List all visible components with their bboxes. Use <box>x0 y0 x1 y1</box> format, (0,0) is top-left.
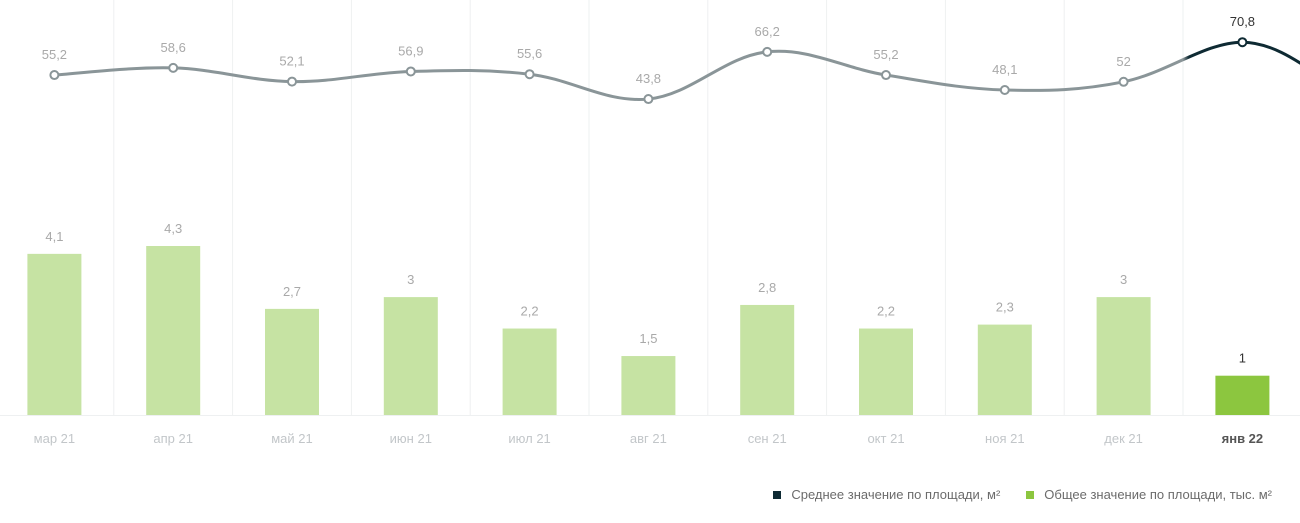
bar-value-label: 1,5 <box>639 331 657 346</box>
legend-label-total: Общее значение по площади, тыс. м² <box>1044 487 1272 502</box>
line-point <box>168 62 179 73</box>
bar-value-label: 2,3 <box>996 300 1014 315</box>
bar <box>146 246 201 415</box>
x-tick-label: авг 21 <box>630 431 667 446</box>
bar <box>1215 375 1270 415</box>
legend-swatch-total <box>1026 490 1035 499</box>
line-series-average-highlight <box>1123 40 1300 84</box>
bar-value-label: 4,3 <box>164 221 182 236</box>
bar-value-label: 3 <box>1120 272 1127 287</box>
x-tick-label: дек 21 <box>1104 431 1143 446</box>
line-value-label: 43,8 <box>636 71 661 86</box>
legend-item-total[interactable]: Общее значение по площади, тыс. м² <box>1026 487 1272 502</box>
bar <box>1096 297 1151 415</box>
bar-value-label: 2,7 <box>283 284 301 299</box>
x-tick-label: май 21 <box>271 431 313 446</box>
line-value-label: 66,2 <box>755 24 780 39</box>
line-value-label: 55,2 <box>873 47 898 62</box>
line-value-label: 52,1 <box>279 54 304 69</box>
bar-value-label: 4,1 <box>45 229 63 244</box>
x-tick-label: окт 21 <box>867 431 904 446</box>
line-value-label: 55,2 <box>42 47 67 62</box>
line-point <box>762 46 773 57</box>
legend-swatch-average <box>773 490 782 499</box>
bar <box>977 324 1032 415</box>
x-tick-label: мар 21 <box>34 431 75 446</box>
line-point <box>49 70 60 81</box>
x-tick-label: янв 22 <box>1222 431 1264 446</box>
line-point <box>524 69 535 80</box>
line-value-label: 55,6 <box>517 46 542 61</box>
line-point <box>999 85 1010 96</box>
bar-value-label: 2,2 <box>521 304 539 319</box>
legend: Среднее значение по площади, м² Общее зн… <box>773 487 1272 502</box>
line-series-average <box>54 49 1124 102</box>
bar-value-label: 3 <box>407 272 414 287</box>
line-point <box>1237 37 1248 48</box>
x-tick-label: апр 21 <box>153 431 193 446</box>
line-point <box>881 70 891 81</box>
bar <box>27 253 82 415</box>
line-point <box>405 66 416 77</box>
bar-value-label: 2,2 <box>877 304 895 319</box>
line-value-label: 52 <box>1116 54 1130 69</box>
legend-item-average[interactable]: Среднее значение по площади, м² <box>773 487 1000 502</box>
bar <box>621 356 676 415</box>
x-tick-label: ноя 21 <box>985 431 1025 446</box>
line-value-label: 58,6 <box>161 40 186 55</box>
line-point <box>287 76 297 87</box>
legend-label-average: Среднее значение по площади, м² <box>791 487 1001 502</box>
bar <box>859 328 913 415</box>
x-tick-label: июл 21 <box>508 431 550 446</box>
line-point <box>643 94 654 105</box>
line-point <box>1118 76 1129 87</box>
bar <box>383 297 438 415</box>
line-value-label: 56,9 <box>398 43 423 58</box>
line-value-label: 48,1 <box>992 62 1017 77</box>
bar-value-label: 2,8 <box>758 280 776 295</box>
bar <box>265 308 319 415</box>
bar-value-label: 1 <box>1239 351 1246 366</box>
x-tick-label: сен 21 <box>748 431 787 446</box>
bar <box>740 304 795 415</box>
bar <box>502 328 557 415</box>
line-value-label: 70,8 <box>1230 14 1255 29</box>
x-tick-label: июн 21 <box>390 431 432 446</box>
